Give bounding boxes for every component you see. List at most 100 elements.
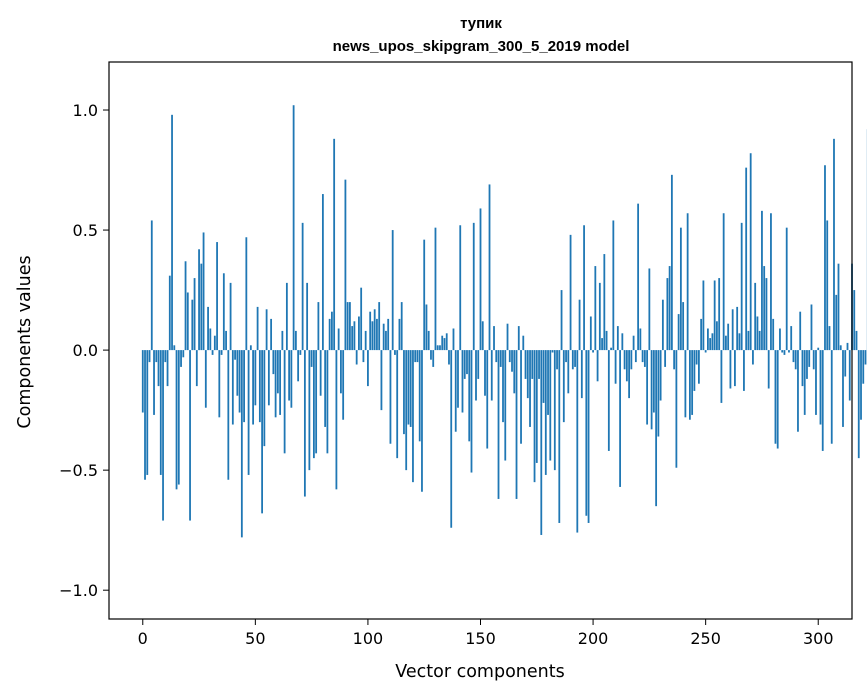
bar [808,350,811,367]
bar [396,350,399,459]
bar [790,326,793,351]
bar [175,350,178,490]
bar [312,350,315,459]
bar [227,350,230,480]
bar [797,350,799,432]
bar [828,326,831,351]
bar [358,316,360,351]
bar [758,330,761,351]
bar [276,350,279,394]
bar [675,350,678,468]
bar [472,222,475,351]
bar [200,263,203,351]
bar [272,350,275,375]
x-axis-ticks: 0 50 100 150 200 250 300 [138,619,834,648]
bar [544,350,547,475]
bar [623,350,626,370]
bar [761,210,763,351]
bar [610,347,612,351]
bar [569,234,572,351]
bar [774,350,777,444]
bar [533,350,536,483]
bar [252,350,254,425]
bar [616,326,619,351]
bar [315,350,318,454]
bar [466,350,468,375]
bar [364,330,367,351]
bar [216,242,218,351]
bar [770,213,772,351]
y-tick-label: −0.5 [59,461,98,480]
bar [166,350,169,387]
bar [162,350,164,521]
bar [337,328,340,351]
bar [450,350,453,528]
bar [340,350,342,394]
bar [589,316,592,351]
bar [630,350,633,370]
bar [290,350,293,408]
bar [398,318,401,351]
bar [294,330,297,351]
bar [684,350,687,418]
bar [634,350,637,363]
bar [779,328,781,351]
bar [718,278,721,351]
bar [844,350,847,377]
bar [144,350,146,480]
bar [560,290,563,351]
bar [677,314,680,351]
bar [164,350,167,363]
bar [326,350,329,454]
bar [738,333,741,351]
bar [549,350,552,461]
bar [833,138,835,351]
bar [607,350,610,451]
bar [425,304,428,351]
bar [303,350,306,497]
bar [522,335,525,351]
bar [218,350,221,418]
bar [562,350,565,423]
bar [288,350,291,401]
bar [864,350,867,365]
bar [146,350,149,475]
bar [781,350,784,353]
bar [159,350,162,475]
bar [810,304,813,351]
bar [855,330,858,351]
bar [184,261,187,351]
bar [173,345,176,351]
bar [747,330,750,351]
bar [725,335,727,351]
plot-frame [108,61,853,620]
bar [731,309,734,351]
bar [752,350,754,365]
bar [493,326,495,351]
bar [745,167,748,351]
x-tick-label: 100 [353,629,384,648]
chart-title-line2: news_upos_skipgram_300_5_2019 model [333,38,630,55]
bar [220,350,223,355]
bar [643,350,646,367]
bar [641,350,644,363]
bar [263,350,266,447]
bar [754,282,757,351]
bar [531,350,534,379]
bar [409,350,412,427]
bar [382,323,385,351]
bar [515,350,518,499]
bar [695,350,698,365]
bar [659,350,662,401]
bar [709,338,712,351]
bar [369,311,372,351]
bar [481,321,484,351]
bar [583,225,585,351]
bar [794,350,797,370]
bar [650,350,653,430]
bar [373,309,376,351]
y-tick-label: 0.0 [73,341,98,360]
bar [664,350,667,367]
bar [860,350,862,420]
